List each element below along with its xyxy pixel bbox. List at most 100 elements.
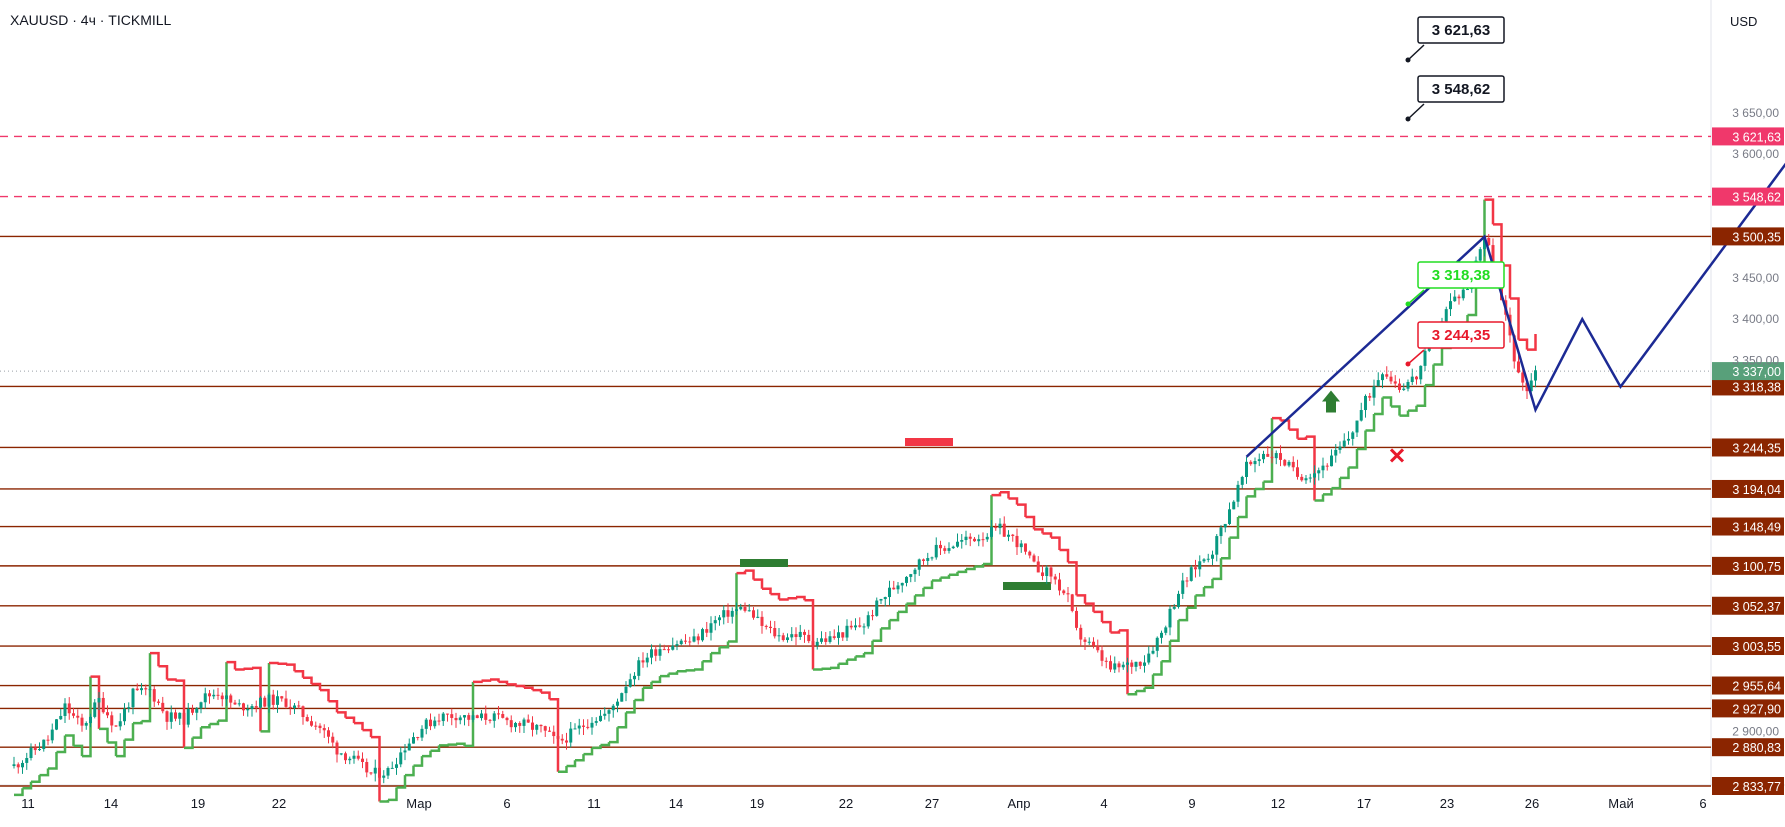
trail-segment bbox=[448, 744, 457, 745]
candle bbox=[654, 645, 657, 661]
trail-segment bbox=[99, 729, 108, 743]
candle bbox=[251, 704, 254, 717]
candle bbox=[1016, 528, 1019, 554]
trail-segment bbox=[1289, 430, 1298, 439]
candle bbox=[701, 628, 704, 642]
trail-segment bbox=[830, 664, 839, 668]
candle bbox=[722, 605, 725, 624]
candle bbox=[429, 714, 432, 731]
trail-segment bbox=[524, 688, 533, 690]
symbol-title[interactable]: XAUUSD · 4ч · TICKMILL bbox=[10, 12, 172, 28]
trail-segment bbox=[490, 679, 499, 681]
trail-segment bbox=[312, 684, 321, 690]
candle bbox=[1194, 560, 1197, 578]
candle bbox=[1300, 474, 1303, 482]
trail-segment bbox=[1196, 587, 1205, 595]
candle bbox=[433, 717, 436, 729]
trail-segment bbox=[618, 712, 627, 727]
x-tick-label: 22 bbox=[272, 796, 286, 811]
target-label: 3 621,63 bbox=[1732, 130, 1781, 144]
candle bbox=[195, 707, 198, 720]
trail-segment bbox=[1340, 468, 1349, 478]
candle bbox=[1220, 525, 1223, 544]
candle bbox=[956, 533, 959, 547]
candle bbox=[837, 625, 840, 644]
callout-target_1[interactable]: 3 621,63 bbox=[1406, 17, 1505, 63]
trail-segment bbox=[1391, 407, 1400, 416]
trail-segment bbox=[558, 766, 567, 772]
candle bbox=[1198, 555, 1201, 576]
candle bbox=[1398, 379, 1401, 393]
candle bbox=[229, 694, 232, 709]
trail-segment bbox=[1077, 595, 1086, 603]
candle bbox=[608, 709, 611, 722]
candle bbox=[765, 625, 768, 630]
trail-segment bbox=[337, 712, 346, 717]
candle bbox=[310, 716, 313, 727]
trail-segment bbox=[1383, 397, 1392, 406]
trail-segment bbox=[210, 721, 219, 724]
trail-segment bbox=[864, 641, 873, 653]
trail-segment bbox=[1247, 489, 1256, 496]
candle bbox=[1207, 554, 1210, 562]
candle bbox=[875, 598, 878, 617]
trail-segment bbox=[609, 727, 618, 742]
candle bbox=[918, 559, 921, 576]
candle bbox=[327, 727, 330, 743]
callout-stop[interactable]: 3 244,35 bbox=[1406, 322, 1505, 367]
trail-segment bbox=[771, 594, 780, 599]
candle bbox=[922, 559, 925, 565]
candle bbox=[123, 703, 126, 725]
candle bbox=[404, 744, 407, 760]
level-label: 3 003,55 bbox=[1732, 640, 1781, 654]
trail-segment bbox=[1408, 406, 1417, 411]
candle bbox=[212, 689, 215, 699]
y-tick-label: 3 600,00 bbox=[1732, 147, 1779, 161]
trail-segment bbox=[1043, 534, 1052, 538]
candle bbox=[1092, 637, 1095, 648]
level-label: 3 318,38 bbox=[1732, 380, 1781, 394]
candle bbox=[1424, 348, 1427, 371]
candle bbox=[718, 615, 721, 626]
trail-segment bbox=[1162, 641, 1171, 662]
level-label: 2 927,90 bbox=[1732, 702, 1781, 716]
trail-segment bbox=[244, 668, 253, 669]
candle bbox=[1135, 662, 1138, 672]
candle bbox=[399, 747, 402, 767]
trail-segment bbox=[40, 768, 49, 775]
trail-segment bbox=[1425, 364, 1434, 385]
forecast-path bbox=[1247, 146, 1785, 461]
candle bbox=[574, 723, 577, 729]
callout-target_2[interactable]: 3 548,62 bbox=[1406, 76, 1505, 122]
candle bbox=[914, 568, 917, 582]
candle bbox=[671, 638, 674, 651]
callout-label: 3 621,63 bbox=[1432, 22, 1490, 39]
trail-segment bbox=[1332, 478, 1341, 488]
trail-segment bbox=[303, 678, 312, 684]
signal-block bbox=[740, 559, 788, 567]
candlestick-series bbox=[13, 234, 1538, 783]
candle bbox=[863, 623, 866, 634]
candle bbox=[790, 627, 793, 641]
candle bbox=[761, 611, 764, 634]
trail-segment bbox=[218, 662, 227, 721]
candle bbox=[187, 703, 190, 728]
candle bbox=[200, 702, 203, 714]
candle bbox=[548, 727, 551, 732]
trail-segment bbox=[269, 663, 278, 664]
candle bbox=[242, 703, 245, 716]
x-tick-label: 11 bbox=[587, 796, 601, 811]
candle bbox=[93, 699, 96, 718]
candle bbox=[1254, 457, 1257, 472]
trail-segment bbox=[1400, 411, 1409, 416]
trail-segment bbox=[1000, 492, 1009, 498]
candle bbox=[64, 698, 67, 723]
candle bbox=[510, 715, 513, 732]
candle bbox=[1343, 433, 1346, 448]
trail-segment bbox=[320, 690, 329, 701]
candle bbox=[1279, 445, 1282, 466]
trail-segment bbox=[626, 700, 635, 712]
